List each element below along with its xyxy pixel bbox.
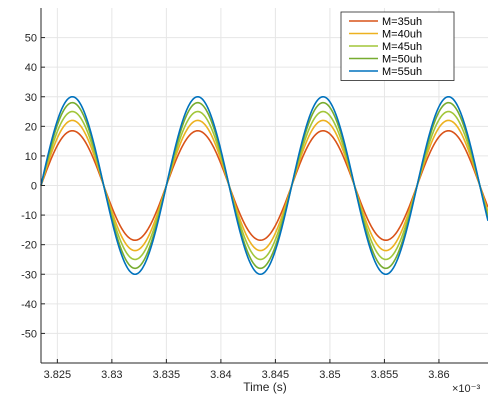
y-tick-label: -10 bbox=[21, 210, 37, 222]
axes bbox=[40, 8, 488, 364]
y-tick-label: 0 bbox=[31, 181, 37, 193]
legend-label: M=45uh bbox=[382, 41, 422, 53]
x-axis-title: Time (s) bbox=[243, 380, 287, 394]
tick-labels: 3.825 3.83 3.835 3.84 3.845 3.85 3.855 3.86 50 40… bbox=[21, 33, 450, 381]
x-tick-label: 3.825 bbox=[44, 369, 72, 381]
x-tick-label: 3.84 bbox=[210, 369, 231, 381]
legend-label: M=55uh bbox=[382, 66, 422, 78]
y-tick-label: 20 bbox=[25, 121, 37, 133]
y-tick-label: -20 bbox=[21, 240, 37, 252]
x-tick-label: 3.85 bbox=[319, 369, 340, 381]
x-tick-label: 3.835 bbox=[153, 369, 181, 381]
y-tick-label: -40 bbox=[21, 299, 37, 311]
series-lines bbox=[40, 95, 488, 276]
x-tick-label: 3.83 bbox=[101, 369, 122, 381]
x-tick-label: 3.845 bbox=[262, 369, 290, 381]
y-tick-label: -30 bbox=[21, 269, 37, 281]
y-tick-label: 30 bbox=[25, 92, 37, 104]
y-tick-label: 50 bbox=[25, 33, 37, 45]
y-tick-label: 10 bbox=[25, 151, 37, 163]
y-tick-label: 40 bbox=[25, 62, 37, 74]
x-axis-exponent-label: ×10⁻³ bbox=[452, 383, 480, 395]
legend-label: M=35uh bbox=[382, 16, 422, 28]
series-line bbox=[40, 95, 488, 276]
y-tick-label: -50 bbox=[21, 328, 37, 340]
x-tick-label: 3.855 bbox=[371, 369, 399, 381]
legend-label: M=40uh bbox=[382, 29, 422, 41]
x-tick-label: 3.86 bbox=[428, 369, 449, 381]
legend-label: M=50uh bbox=[382, 54, 422, 66]
